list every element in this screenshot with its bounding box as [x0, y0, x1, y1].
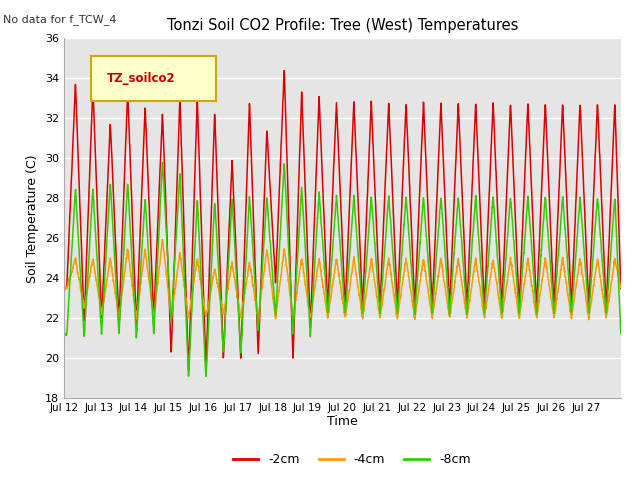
Legend: -2cm, -4cm, -8cm: -2cm, -4cm, -8cm [228, 448, 476, 471]
-2cm [511, 194, 518, 200]
-4cm [617, 284, 625, 290]
-4cm [60, 285, 68, 291]
-8cm [511, 247, 518, 253]
-4cm [159, 236, 166, 242]
-8cm [609, 216, 617, 222]
-2cm [617, 286, 625, 291]
-2cm [376, 299, 384, 305]
-2cm [116, 304, 124, 310]
Text: No data for f_TCW_4: No data for f_TCW_4 [3, 14, 116, 25]
-4cm [116, 312, 124, 317]
-2cm [60, 284, 68, 289]
-4cm [511, 281, 518, 287]
-8cm [202, 373, 210, 379]
Text: TZ_soilco2: TZ_soilco2 [107, 72, 175, 85]
Line: -2cm: -2cm [64, 71, 621, 370]
-4cm [609, 265, 617, 271]
-4cm [542, 260, 550, 265]
X-axis label: Time: Time [327, 415, 358, 428]
-8cm [376, 308, 384, 314]
-2cm [236, 337, 244, 343]
-2cm [280, 68, 288, 73]
-8cm [159, 160, 166, 166]
-8cm [617, 331, 625, 336]
-8cm [116, 319, 124, 325]
-4cm [132, 317, 140, 323]
-8cm [236, 342, 244, 348]
-4cm [236, 313, 244, 319]
Line: -4cm: -4cm [64, 239, 621, 320]
-8cm [542, 201, 550, 207]
-2cm [609, 136, 617, 142]
-4cm [376, 313, 384, 319]
-2cm [185, 367, 193, 373]
FancyBboxPatch shape [91, 56, 216, 101]
-8cm [60, 330, 68, 336]
Title: Tonzi Soil CO2 Profile: Tree (West) Temperatures: Tonzi Soil CO2 Profile: Tree (West) Temp… [166, 18, 518, 33]
Line: -8cm: -8cm [64, 163, 621, 376]
-2cm [542, 113, 550, 119]
Y-axis label: Soil Temperature (C): Soil Temperature (C) [26, 154, 39, 283]
